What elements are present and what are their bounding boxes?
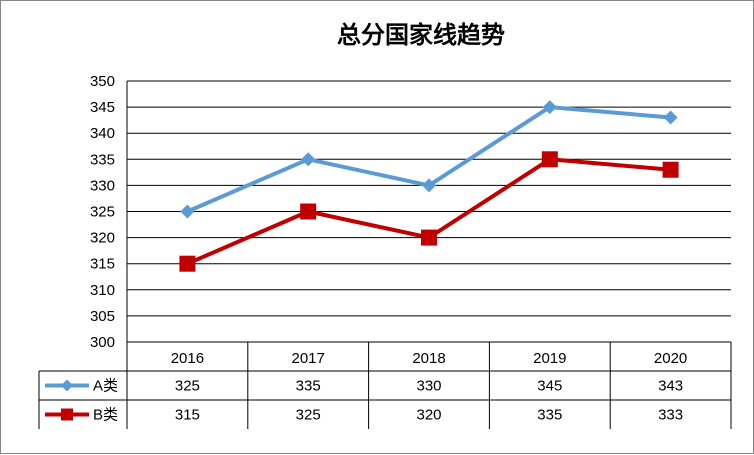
data-point-marker [542,100,557,115]
data-table-value: 333 [658,407,683,424]
data-point-marker [179,255,196,272]
y-tick-label: 345 [90,99,115,116]
y-tick-label: 335 [90,151,115,168]
data-point-marker [422,178,436,193]
data-table-value: 315 [175,407,200,424]
chart-title: 总分国家线趋势 [337,21,505,49]
data-point-marker [180,204,195,219]
x-category-label: 2020 [654,350,687,367]
y-tick-label: 320 [90,230,115,247]
data-point-marker [662,161,679,178]
data-point-marker [541,151,558,168]
y-tick-label: 305 [90,308,115,325]
data-table-value: 335 [296,378,321,395]
legend-series-name: B类 [93,407,118,424]
legend-series-name: A类 [93,378,118,395]
y-tick-label: 350 [90,73,115,90]
data-table-value: 345 [537,378,562,395]
y-tick-label: 330 [90,177,115,194]
data-point-marker [421,229,437,246]
x-category-label: 2018 [412,350,445,367]
series-lines [179,100,679,272]
data-table: 2016 2017 2018 2019 2020 A类 325 335 330 345 343 B类 3… [38,81,732,429]
legend-key-marker [61,408,73,421]
data-table-value: 325 [175,378,200,395]
x-category-label: 2019 [533,350,566,367]
data-table-value: 325 [296,407,321,424]
y-tick-label: 315 [90,256,115,273]
data-table-value: 343 [658,378,683,395]
legend-key-marker [61,379,73,392]
data-table-value: 320 [416,407,441,424]
gridlines [127,80,731,343]
data-point-marker [300,203,317,220]
x-category-label: 2017 [292,350,325,367]
y-tick-label: 325 [90,204,115,221]
y-tick-label: 300 [90,334,115,351]
x-category-label: 2016 [171,350,204,367]
y-axis-ticks: 300 305 310 315 320 325 330 335 340 345 350 [90,73,115,351]
data-table-value: 335 [537,407,562,424]
data-table-value: 330 [416,378,441,395]
data-point-marker [301,152,316,167]
data-point-marker [663,110,678,125]
y-tick-label: 340 [90,125,115,142]
y-tick-label: 310 [90,282,115,299]
